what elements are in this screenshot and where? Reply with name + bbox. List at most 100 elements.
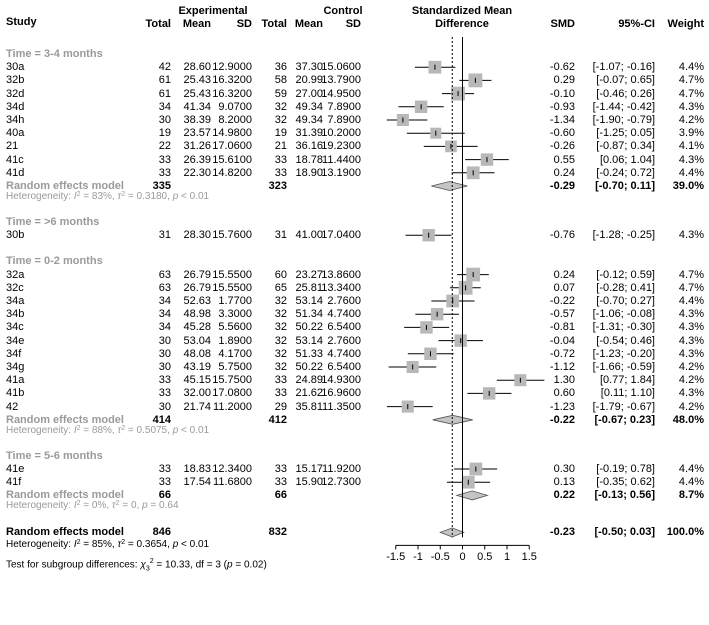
summary-weight: 8.7% [678,489,704,502]
weight-cell: 4.4% [678,295,704,307]
summary-e-total: 846 [152,526,171,539]
subgroup-test-part: Test for subgroup differences: [6,559,141,571]
summary-ci: [-0.67; 0.23] [594,413,655,426]
header-c-mean: Mean [294,18,323,30]
ci-cell: [-1.31; -0.30] [592,321,655,334]
e-sd-cell: 1.8900 [218,334,252,347]
weight-cell: 4.3% [678,308,704,321]
c-mean-cell: 50.22 [295,321,323,334]
e-mean-cell: 23.57 [183,127,211,140]
heterogeneity-part: < 0.01 [178,424,210,436]
subgroup-label: Time = 3-4 months [6,48,103,60]
c-total-cell: 33 [274,153,287,166]
x-tick-label: 0 [459,551,466,564]
summary-c-total: 832 [268,526,287,539]
e-total-cell: 33 [158,387,171,400]
smd-cell: -0.72 [549,347,575,360]
c-mean-cell: 41.00 [295,229,323,242]
c-total-cell: 32 [274,114,287,126]
ci-cell: [-0.28; 0.41] [596,281,655,294]
overall-heterogeneity: Heterogeneity: I2 = 85%, τ2 = 0.3654, p … [6,539,209,551]
e-sd-cell: 4.1700 [218,347,252,360]
e-sd-cell: 11.6800 [213,476,252,489]
smd-cell: 1.30 [553,374,575,387]
ci-cell: [-1.44; -0.42] [592,100,655,113]
study-label: 42 [6,400,19,413]
ci-cell: [-1.90; -0.79] [592,114,655,126]
weight-cell: 4.3% [678,334,704,347]
e-total-cell: 63 [158,268,171,281]
e-mean-cell: 21.74 [183,400,211,413]
summary-e-total: 414 [152,413,171,426]
heterogeneity-part: τ [117,191,122,202]
c-mean-cell: 27.00 [295,87,323,100]
e-mean-cell: 32.00 [183,387,211,400]
weight-cell: 4.3% [678,100,704,113]
c-mean-cell: 15.90 [295,476,323,489]
c-sd-cell: 6.5400 [327,361,361,373]
subgroup-test-part: = 10.33, df = 3 ( [153,559,228,571]
smd-cell: -0.57 [549,308,575,321]
c-total-cell: 33 [274,463,287,475]
header-c-total: Total [261,18,287,30]
c-total-cell: 36 [274,61,287,74]
weight-cell: 4.2% [678,374,704,387]
study-label: 34e [6,334,25,347]
c-total-cell: 59 [274,87,287,100]
c-total-cell: 58 [274,74,287,87]
ci-cell: [-0.46; 0.26] [596,87,655,100]
weight-cell: 3.9% [678,127,704,140]
e-mean-cell: 45.15 [183,374,211,387]
study-label: 40a [6,127,25,140]
e-sd-cell: 5.5600 [218,321,252,334]
study-label: 34a [6,295,25,307]
subgroup-heterogeneity: Heterogeneity: I2 = 88%, τ2 = 0.5075, p … [6,425,209,437]
e-sd-cell: 1.7700 [218,295,252,307]
e-mean-cell: 26.79 [183,281,211,294]
summary-smd: 0.22 [553,489,575,502]
study-label: 41f [6,476,22,489]
heterogeneity-part: 2 [76,424,81,432]
header-e-total: Total [145,18,171,30]
e-total-cell: 33 [158,153,171,166]
summary-e-total: 335 [152,180,171,192]
c-sd-cell: 2.7600 [327,334,361,347]
smd-cell: 0.13 [553,476,575,489]
e-sd-cell: 12.9000 [212,61,252,74]
study-label: 21 [6,140,19,153]
e-total-cell: 33 [158,166,171,179]
e-total-cell: 34 [158,295,171,307]
e-total-cell: 19 [158,127,171,140]
e-mean-cell: 26.79 [183,268,211,281]
c-total-cell: 33 [274,166,287,179]
heterogeneity-part: = 88%, [80,424,118,436]
e-sd-cell: 14.8200 [212,166,252,179]
smd-cell: 0.24 [553,166,575,179]
e-sd-cell: 17.0600 [212,140,252,153]
weight-cell: 4.4% [678,476,704,489]
c-sd-cell: 13.8600 [321,268,361,281]
e-total-cell: 30 [158,400,171,413]
subgroup-test-part: 2 [149,558,154,566]
e-total-cell: 34 [158,308,171,321]
e-sd-cell: 15.5500 [212,268,252,281]
x-tick-label: 0.5 [477,551,493,564]
study-label: 41a [6,374,25,387]
c-total-cell: 29 [274,400,287,413]
e-total-cell: 33 [158,463,171,475]
study-label: 34f [6,347,22,360]
summary-smd: -0.29 [549,180,575,192]
c-total-cell: 19 [274,127,287,140]
e-sd-cell: 3.3000 [218,308,252,321]
study-label: 34d [6,100,25,113]
e-mean-cell: 52.63 [183,295,211,307]
e-mean-cell: 31.26 [183,140,211,153]
heterogeneity-part: Heterogeneity: [6,539,74,551]
smd-cell: -0.04 [549,334,575,347]
heterogeneity-part: Heterogeneity: [6,424,74,436]
c-mean-cell: 18.78 [295,153,323,166]
smd-cell: -0.60 [549,127,575,140]
c-mean-cell: 31.39 [295,127,323,140]
weight-cell: 4.3% [678,347,704,360]
header-control: Control [323,5,363,17]
